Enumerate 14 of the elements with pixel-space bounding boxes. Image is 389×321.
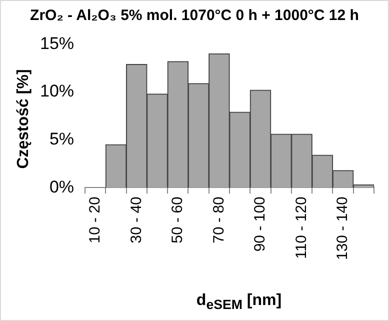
y-axis-title: Częstość [%] [15,69,33,169]
x-tick-label: 90 - 100 [252,196,269,252]
x-tick-label: 70 - 80 [210,196,228,244]
x-tick-label: 110 - 120 [292,196,310,259]
y-tick-label: 0% [49,177,74,196]
x-tick-label: 50 - 60 [169,196,186,244]
y-tick-label: 15% [40,34,74,53]
y-tick-label: 10% [40,82,74,101]
x-tick-label: 30 - 40 [128,196,145,244]
chart-title: ZrO₂ - Al₂O₃ 5% mol. 1070°C 0 h + 1000°C 12 h [29,7,360,24]
x-axis-title: d$_{eSEM}$ [nm] [196,292,282,312]
x-tick-label: 130 - 140 [334,196,352,260]
x-tick-label: 10 - 20 [86,196,104,244]
y-tick-label: 5% [49,130,74,148]
